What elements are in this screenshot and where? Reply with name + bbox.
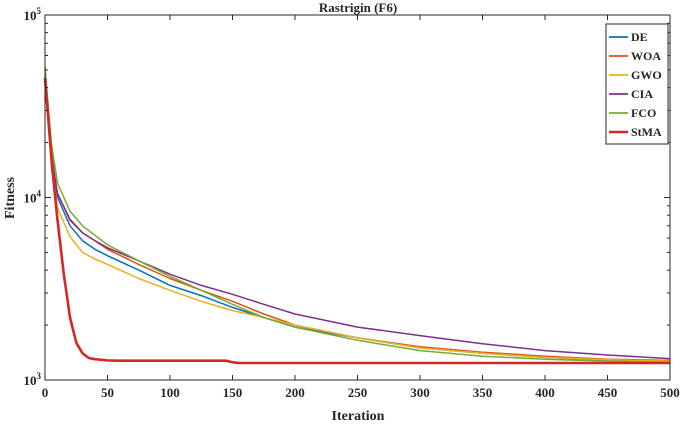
series-line-gwo	[44, 81, 671, 362]
y-tick-label: 103	[24, 371, 42, 388]
x-tick-label: 500	[660, 385, 680, 400]
legend: DE WOA GWO CIA FCO StMA	[605, 23, 669, 145]
tick-layer: 0 50 100 150 200 250 300 350 400 450 500 103 104 105	[24, 6, 680, 400]
x-tick-label: 450	[598, 385, 618, 400]
series-line-woa	[44, 80, 671, 362]
x-axis-label: Iteration	[332, 409, 385, 424]
series-line-de	[44, 73, 671, 363]
legend-label-woa: WOA	[631, 49, 661, 63]
chart-title: Rastrigin (F6)	[319, 0, 397, 15]
y-axis-label: Fitness	[3, 176, 18, 219]
x-tick-label: 150	[223, 385, 243, 400]
plot-frame	[44, 14, 671, 381]
series-line-cia	[44, 76, 671, 360]
x-tick-label: 300	[410, 385, 430, 400]
series-line-fco	[44, 66, 671, 364]
series-layer	[43, 66, 671, 365]
x-tick-label: 50	[101, 385, 114, 400]
x-tick-label: 400	[535, 385, 555, 400]
x-tick-label: 100	[160, 385, 180, 400]
legend-label-cia: CIA	[631, 87, 653, 101]
x-tick-label: 350	[473, 385, 493, 400]
y-tick-label: 105	[24, 6, 42, 23]
x-tick-label: 200	[285, 385, 305, 400]
series-line-stma	[43, 78, 670, 365]
legend-box	[605, 23, 669, 145]
x-tick-label: 0	[42, 385, 49, 400]
legend-label-de: DE	[631, 30, 648, 44]
legend-label-stma: StMA	[631, 125, 662, 139]
x-tick-label: 250	[348, 385, 368, 400]
legend-label-gwo: GWO	[631, 68, 662, 82]
legend-label-fco: FCO	[631, 106, 656, 120]
y-tick-label: 104	[24, 189, 42, 206]
